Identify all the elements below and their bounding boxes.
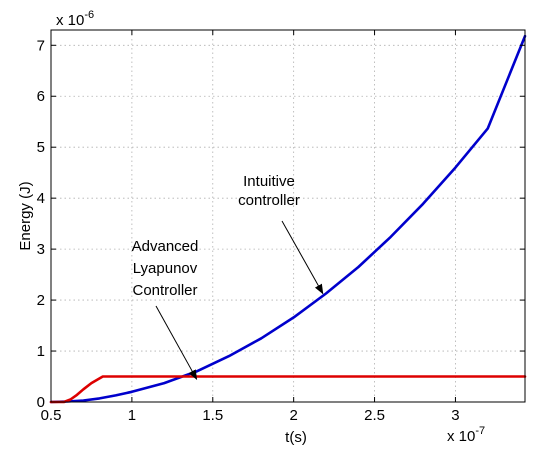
annotations: Intuitive controller Advanced Lyapunov Contr… — [132, 173, 324, 380]
annotation-arrow-2 — [155, 305, 198, 380]
series-line-1 — [49, 34, 527, 404]
x-multiplier: x 10-7 — [447, 425, 485, 445]
y-tick-label: 6 — [37, 88, 45, 105]
x-tick-label: 1.5 — [202, 407, 223, 424]
x-tick-label: 2.5 — [364, 407, 385, 424]
y-multiplier: x 10-6 — [56, 9, 94, 29]
x-tick-label: 1 — [128, 407, 136, 424]
series-line-2 — [49, 375, 527, 404]
annotation-arrow-1 — [281, 220, 324, 295]
y-tick-label: 3 — [37, 241, 45, 258]
y-tick-label: 7 — [37, 37, 45, 54]
plot-frame — [50, 29, 526, 403]
x-tick-label: 2 — [289, 407, 297, 424]
y-axis-label: Energy (J) — [17, 181, 34, 250]
annotation-label-2: Advanced Lyapunov Controller — [132, 238, 199, 299]
y-tick-label: 2 — [37, 292, 45, 309]
y-tick-label: 5 — [37, 139, 45, 156]
ticks: 0.5 1 1.5 2 2.5 3 0 1 2 3 4 5 6 7 — [37, 30, 525, 424]
y-tick-label: 0 — [37, 394, 45, 411]
annotation-label-1: Intuitive controller — [238, 173, 300, 209]
x-tick-label: 0.5 — [41, 407, 62, 424]
x-axis-label: t(s) — [285, 429, 307, 446]
x-exponent: -7 — [475, 425, 485, 437]
grid — [51, 30, 525, 402]
series-layer — [49, 34, 527, 404]
x-tick-label: 3 — [451, 407, 459, 424]
y-exponent: -6 — [84, 9, 94, 21]
y-tick-label: 4 — [37, 190, 45, 207]
y-tick-label: 1 — [37, 343, 45, 360]
